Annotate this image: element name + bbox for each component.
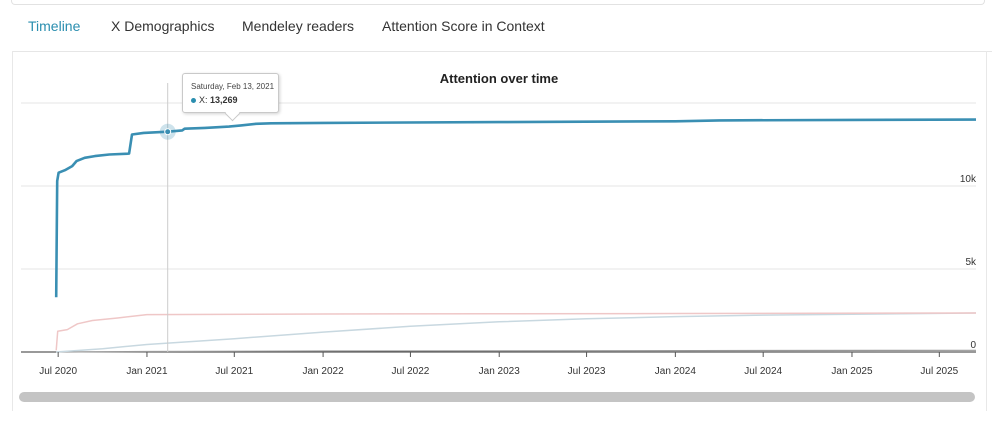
top-container-edge [11,0,985,5]
tooltip-series: X [199,95,206,105]
series-line [56,312,977,353]
x-tick-label: Jul 2023 [568,366,606,377]
y-tick-label: 5k [965,257,977,268]
tab-mendeley-readers[interactable]: Mendeley readers [242,18,355,34]
x-tick-label: Jan 2021 [126,366,168,377]
horizontal-scrollbar[interactable] [19,392,975,402]
x-tick-label: Jan 2024 [655,366,697,377]
hover-point[interactable] [164,128,172,136]
y-tick-label: 10k [960,174,977,185]
x-tick-label: Jul 2021 [215,366,253,377]
x-tick-label: Jan 2023 [479,366,521,377]
tab-x-demographics[interactable]: X Demographics [111,18,215,34]
x-tick-label: Jan 2022 [303,366,345,377]
x-tick-label: Jul 2024 [744,366,782,377]
tab-bar: Timeline X Demographics Mendeley readers… [12,0,992,52]
tab-attention-score-in-context[interactable]: Attention Score in Context [382,18,545,34]
series-line [56,349,977,353]
x-tick-label: Jan 2025 [831,366,873,377]
chart-panel: Attention over time 0 5k 10k Jul 2020 Jan 20… [12,51,987,411]
chart-title: Attention over time [440,71,558,86]
tooltip-value: 13,269 [210,95,238,105]
tooltip: Saturday, Feb 13, 2021 X: 13,269 [182,73,279,122]
series-line [55,312,977,351]
tooltip-row: X: 13,269 [191,95,238,105]
x-tick-label: Jul 2025 [920,366,958,377]
tooltip-date: Saturday, Feb 13, 2021 [191,82,275,91]
tab-timeline[interactable]: Timeline [28,18,81,34]
attention-chart[interactable]: Attention over time 0 5k 10k Jul 2020 Jan 20… [13,51,986,391]
x-tick-label: Jul 2022 [392,366,430,377]
y-tick-label: 0 [970,340,976,351]
x-tick-label: Jul 2020 [39,366,77,377]
series-dot-icon [191,98,196,104]
series-line [54,118,977,298]
